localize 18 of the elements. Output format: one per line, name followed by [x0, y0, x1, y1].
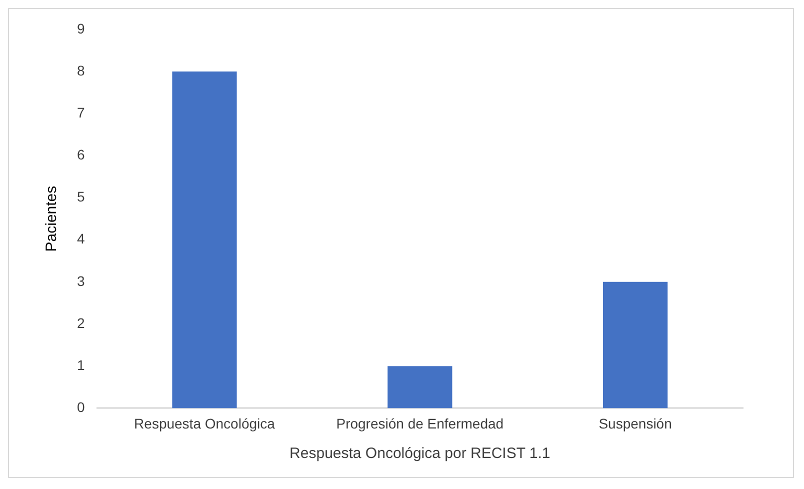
- y-tick-label: 1: [76, 356, 85, 373]
- y-tick-label: 7: [76, 104, 85, 120]
- y-tick-label: 2: [76, 314, 85, 331]
- y-tick-label: 8: [76, 62, 85, 78]
- bar: [172, 71, 237, 408]
- y-axis-title: Pacientes: [43, 186, 60, 252]
- x-tick-label: Respuesta Oncológica: [134, 415, 276, 432]
- y-tick-label: 0: [76, 399, 85, 416]
- y-tick-label: 3: [76, 272, 85, 289]
- y-tick-label: 5: [76, 188, 85, 205]
- bar: [388, 366, 452, 408]
- y-tick-label: 9: [76, 20, 85, 36]
- x-axis-title: Respuesta Oncológica por RECIST 1.1: [290, 445, 550, 462]
- bar: [602, 282, 668, 408]
- x-tick-label: Suspensión: [598, 415, 672, 432]
- y-tick-label: 6: [76, 146, 85, 163]
- y-tick-label: 4: [76, 230, 85, 247]
- x-tick-label: Progresión de Enfermedad: [336, 415, 504, 432]
